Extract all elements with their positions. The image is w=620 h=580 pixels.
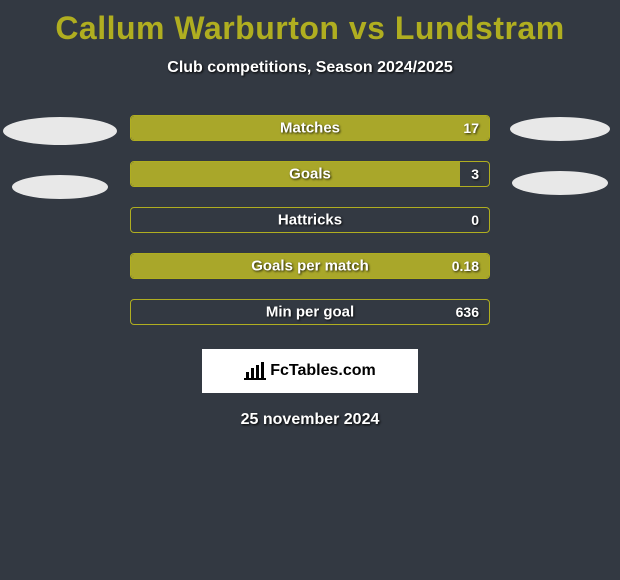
stat-bar-label: Goals bbox=[289, 166, 331, 183]
placeholder-ellipse bbox=[3, 117, 117, 145]
stat-bar-value: 3 bbox=[471, 166, 479, 182]
stat-bar-value: 0.18 bbox=[452, 258, 479, 274]
left-player-side bbox=[0, 115, 120, 199]
logo-box: FcTables.com bbox=[202, 349, 418, 393]
stat-bar-label: Matches bbox=[280, 120, 340, 137]
stat-bar: Hattricks 0 bbox=[130, 207, 490, 233]
stat-bar: Goals 3 bbox=[130, 161, 490, 187]
logo-text: FcTables.com bbox=[270, 362, 376, 380]
placeholder-ellipse bbox=[512, 171, 608, 195]
stat-bar-value: 0 bbox=[471, 212, 479, 228]
page-subtitle: Club competitions, Season 2024/2025 bbox=[0, 59, 620, 77]
stat-bar-label: Goals per match bbox=[251, 258, 369, 275]
comparison-layout: Matches 17 Goals 3 Hattricks 0 Goals per match… bbox=[0, 115, 620, 325]
stat-bar: Min per goal 636 bbox=[130, 299, 490, 325]
stat-bar-value: 17 bbox=[463, 120, 479, 136]
right-player-side bbox=[500, 115, 620, 195]
stat-bar: Goals per match 0.18 bbox=[130, 253, 490, 279]
page-title: Callum Warburton vs Lundstram bbox=[0, 0, 620, 47]
placeholder-ellipse bbox=[12, 175, 108, 199]
stat-bar: Matches 17 bbox=[130, 115, 490, 141]
chart-icon bbox=[244, 362, 266, 380]
footer-date: 25 november 2024 bbox=[0, 411, 620, 429]
stat-bar-label: Hattricks bbox=[278, 212, 342, 229]
placeholder-ellipse bbox=[510, 117, 610, 141]
stat-bar-label: Min per goal bbox=[266, 304, 354, 321]
stat-bars: Matches 17 Goals 3 Hattricks 0 Goals per match… bbox=[120, 115, 500, 325]
stat-bar-value: 636 bbox=[456, 304, 479, 320]
